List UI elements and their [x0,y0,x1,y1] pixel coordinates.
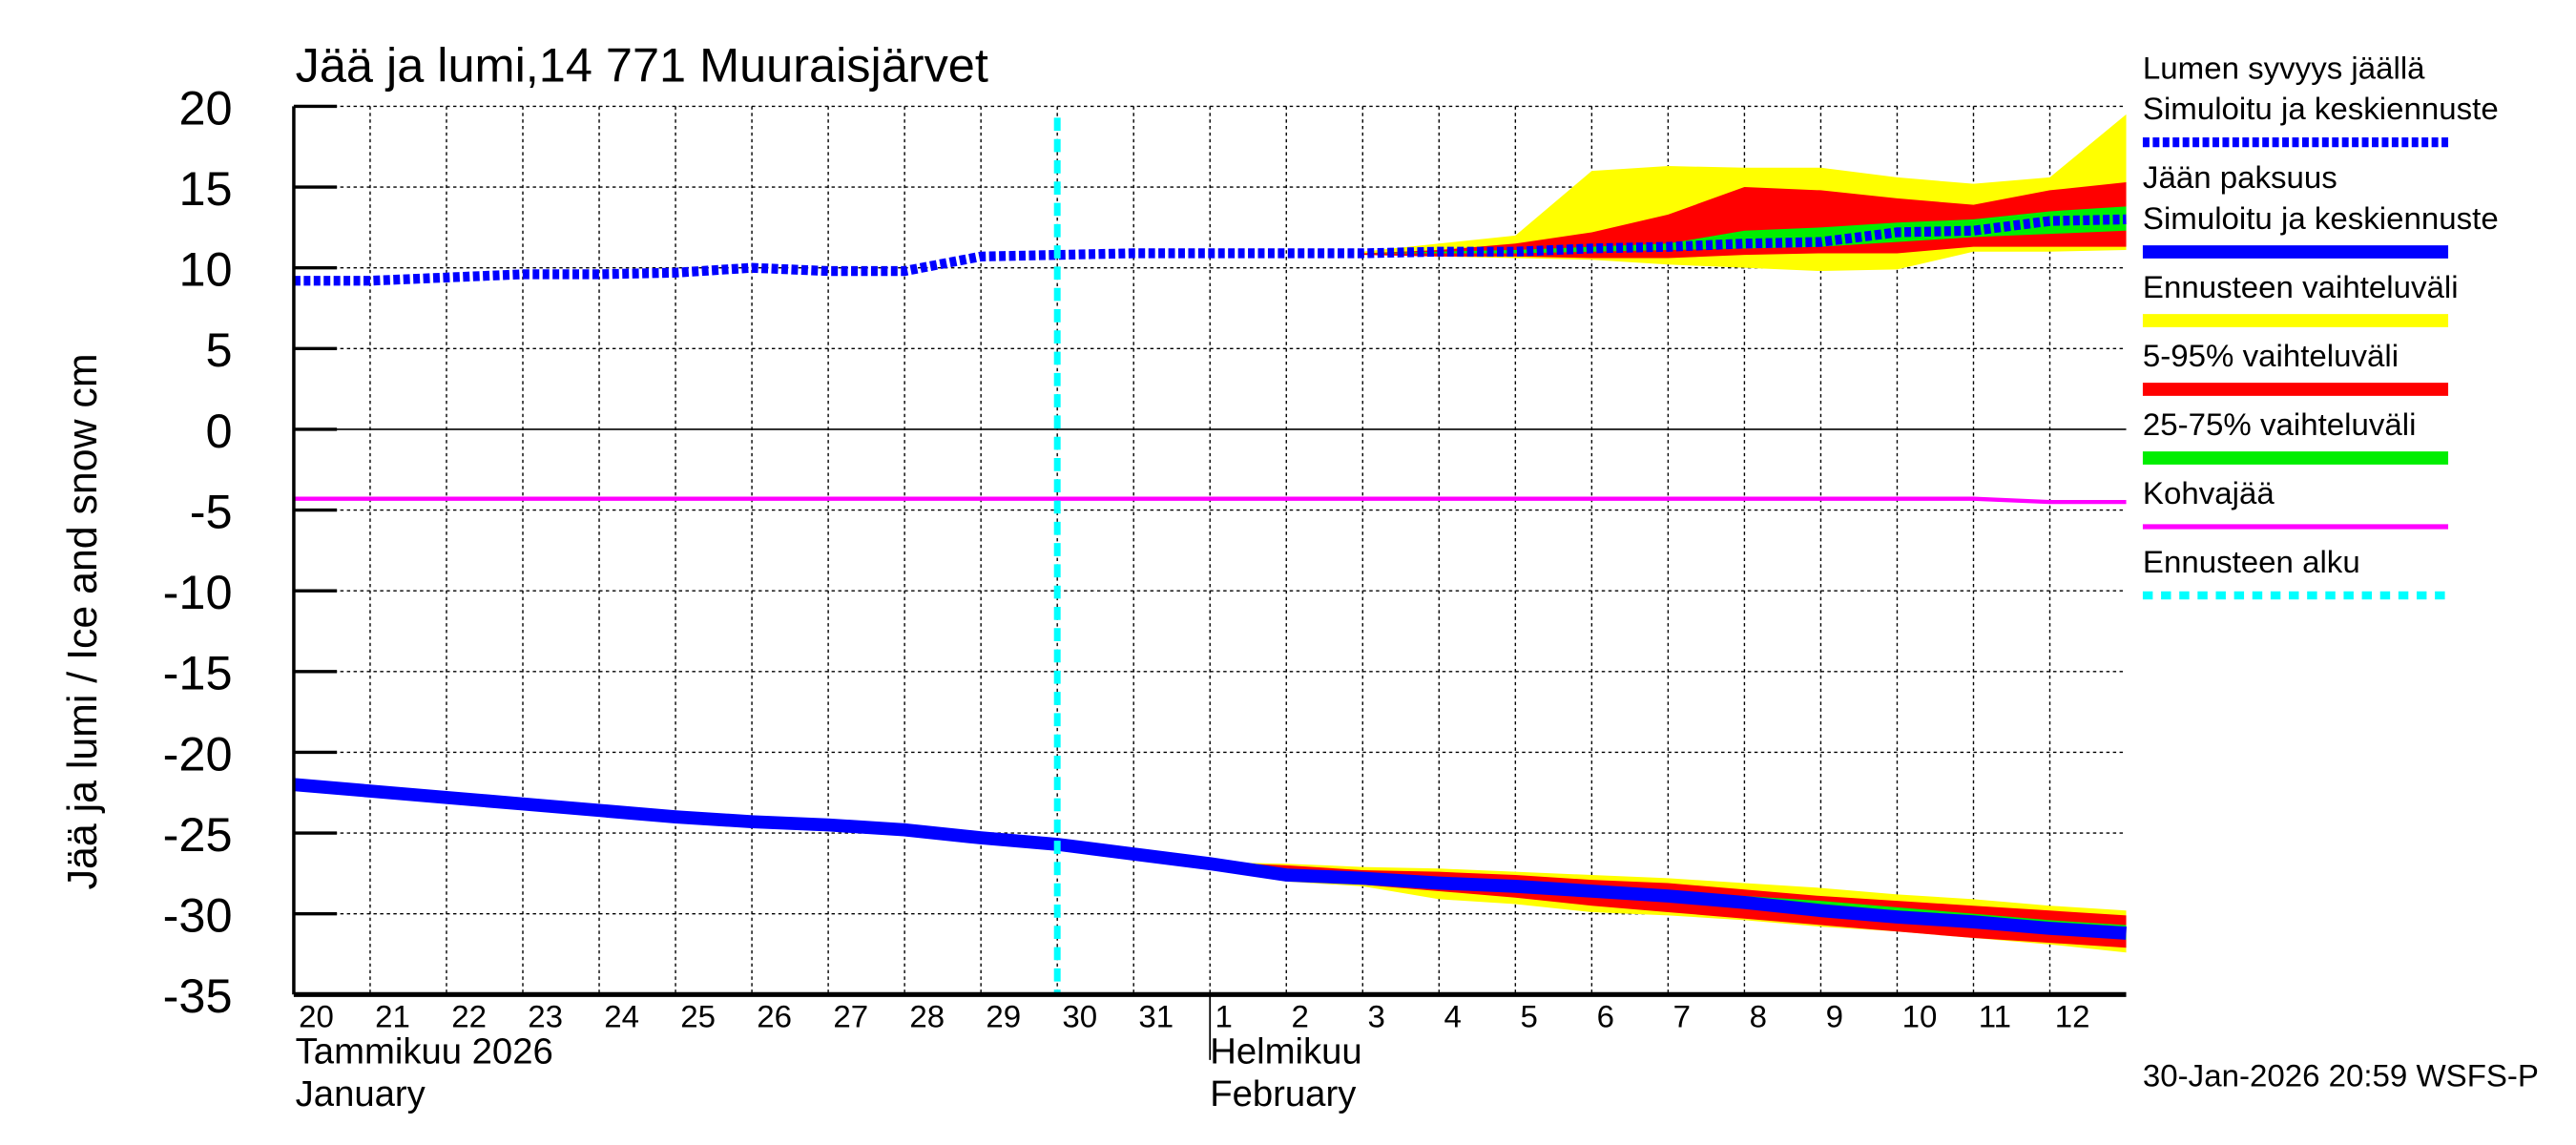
legend-label: Lumen syvyys jäällä [2143,51,2425,86]
y-tick-label: -25 [163,808,233,862]
footer-timestamp: 30-Jan-2026 20:59 WSFS-P [2143,1058,2539,1093]
x-tick-label: 27 [833,999,868,1034]
x-tick-label: 21 [375,999,410,1034]
y-tick-label: -10 [163,566,233,619]
y-axis-label: Jää ja lumi / Ice and snow cm [60,353,106,889]
y-tick-label: 20 [178,82,232,135]
month-label-fi: Helmikuu [1210,1032,1361,1072]
x-tick-label: 23 [528,999,563,1034]
x-tick-label: 3 [1368,999,1385,1034]
x-tick-label: 25 [680,999,716,1034]
y-tick-label: 0 [205,405,232,458]
snow-depth-line [293,214,2127,286]
chart-title: Jää ja lumi,14 771 Muuraisjärvet [296,39,988,93]
y-tick-label: -35 [163,969,233,1023]
x-tick-label: 4 [1444,999,1462,1034]
x-tick-label: 24 [604,999,639,1034]
x-tick-label: 8 [1750,999,1767,1034]
x-tick-label: 5 [1521,999,1538,1034]
x-tick-label: 2 [1291,999,1308,1034]
x-tick-label: 30 [1062,999,1097,1034]
y-tick-label: 10 [178,243,232,297]
x-tick-label: 9 [1826,999,1843,1034]
x-tick-label: 1 [1215,999,1232,1034]
legend-label: 25-75% vaihteluväli [2143,406,2417,442]
legend-label: Kohvajää [2143,475,2275,510]
x-tick-label: 20 [299,999,334,1034]
month-label-fi: Tammikuu 2026 [296,1032,553,1072]
x-tick-label: 11 [1979,999,2011,1034]
x-tick-label: 31 [1138,999,1174,1034]
y-tick-label: -15 [163,647,233,700]
month-label-en: January [296,1074,426,1114]
x-tick-label: 29 [986,999,1021,1034]
legend-label: Jään paksuus [2143,159,2337,195]
x-tick-label: 22 [451,999,487,1034]
legend-label: 5-95% vaihteluväli [2143,338,2399,373]
snow-25-75-band [1362,206,2127,254]
x-tick-label: 12 [2055,999,2090,1034]
x-tick-label: 10 [1902,999,1938,1034]
legend-label: Simuloitu ja keskiennuste [2143,91,2499,126]
ice-thickness-line [293,778,2127,940]
x-tick-label: 26 [757,999,792,1034]
y-tick-label: 15 [178,162,232,216]
y-tick-label: -5 [190,486,233,539]
month-label-en: February [1210,1074,1356,1114]
x-tick-label: 6 [1597,999,1614,1034]
legend-label: Ennusteen vaihteluväli [2143,269,2459,304]
x-tick-label: 28 [909,999,945,1034]
y-tick-label: -30 [163,889,233,943]
y-tick-label: 5 [205,323,232,377]
slush-line [293,496,2127,505]
legend-label: Ennusteen alku [2143,544,2360,579]
y-tick-label: -20 [163,728,233,781]
x-tick-label: 7 [1673,999,1691,1034]
legend-label: Simuloitu ja keskiennuste [2143,200,2499,236]
